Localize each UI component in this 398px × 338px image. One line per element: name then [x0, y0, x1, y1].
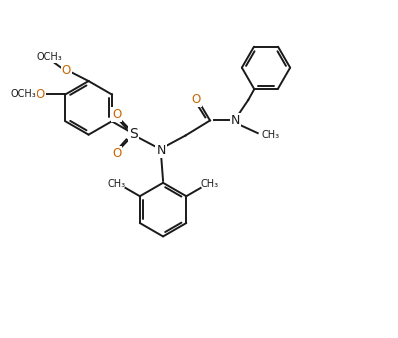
- Text: CH₃: CH₃: [261, 130, 280, 141]
- Text: O: O: [61, 64, 71, 76]
- Text: CH₃: CH₃: [200, 179, 219, 189]
- Text: S: S: [129, 127, 138, 141]
- Text: OCH₃: OCH₃: [36, 52, 62, 62]
- Text: CH₃: CH₃: [108, 179, 126, 189]
- Text: O: O: [35, 88, 45, 101]
- Text: O: O: [112, 147, 121, 160]
- Text: N: N: [231, 114, 240, 127]
- Text: N: N: [156, 144, 166, 157]
- Text: O: O: [112, 108, 121, 121]
- Text: O: O: [191, 94, 201, 106]
- Text: OCH₃: OCH₃: [10, 90, 36, 99]
